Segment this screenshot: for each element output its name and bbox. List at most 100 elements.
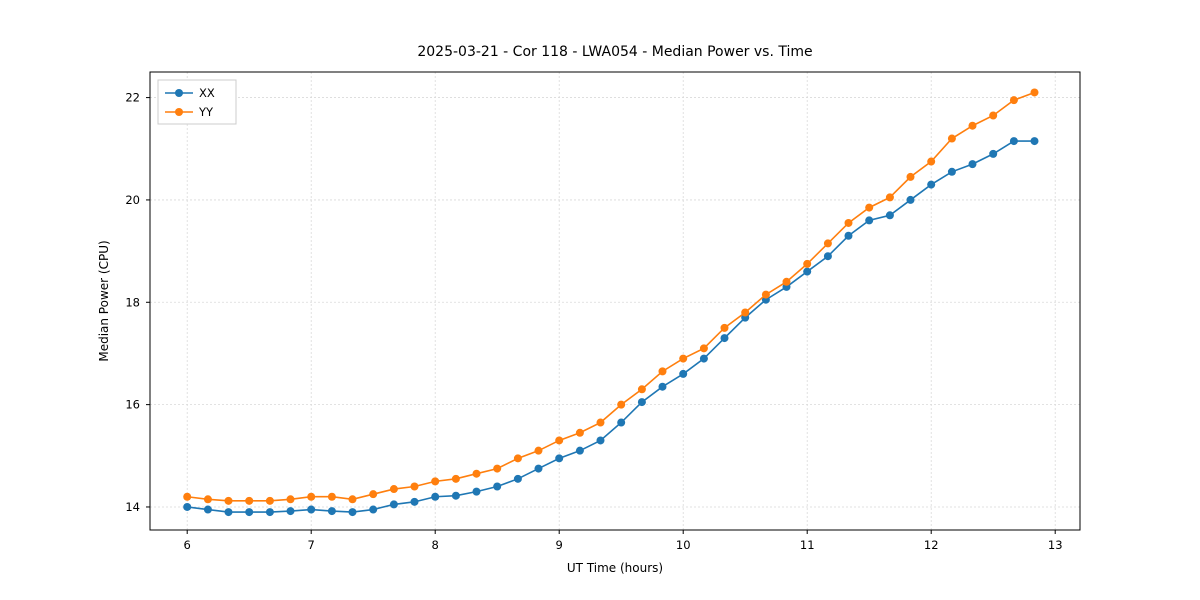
data-point-marker [389,485,398,494]
data-point-marker [617,400,626,409]
data-point-marker [431,492,440,501]
legend-label: YY [198,105,214,119]
data-point-marker [885,193,894,202]
data-point-marker [679,354,688,363]
data-point-marker [183,492,192,501]
data-point-marker [431,477,440,486]
legend-marker [175,108,183,116]
data-point-marker [493,464,502,473]
x-tick-label: 9 [556,538,563,552]
data-point-marker [348,508,357,517]
x-tick-label: 13 [1048,538,1063,552]
data-point-marker [803,267,812,276]
data-point-marker [823,239,832,248]
data-point-marker [596,418,605,427]
data-point-marker [224,508,233,517]
data-point-marker [865,216,874,225]
data-point-marker [637,385,646,394]
y-tick-label: 18 [125,295,140,309]
data-point-marker [617,418,626,427]
data-point-marker [534,464,543,473]
data-point-marker [782,277,791,286]
data-point-marker [1009,137,1018,146]
data-point-marker [1030,137,1039,146]
legend-box [157,79,237,125]
data-point-marker [286,507,295,516]
data-point-marker [203,495,212,504]
data-point-marker [803,259,812,268]
axes-frame [149,71,1081,531]
data-point-marker [555,436,564,445]
data-point-marker [927,157,936,166]
data-point-marker [906,172,915,181]
data-point-marker [286,495,295,504]
data-point-marker [699,354,708,363]
data-point-marker [885,211,894,220]
data-point-marker [679,369,688,378]
data-point-marker [534,446,543,455]
data-point-marker [348,495,357,504]
data-point-marker [472,469,481,478]
y-tick-label: 14 [125,500,140,514]
data-point-marker [947,167,956,176]
y-axis-label: Median Power (CPU) [97,240,111,362]
data-point-marker [989,149,998,158]
data-point-marker [968,160,977,169]
data-point-marker [327,492,336,501]
data-point-marker [307,505,316,514]
x-tick-label: 11 [800,538,815,552]
data-point-marker [389,500,398,509]
data-point-marker [451,474,460,483]
y-tick-label: 22 [125,91,140,105]
data-point-marker [761,290,770,299]
data-point-marker [265,508,274,517]
data-point-marker [203,505,212,514]
legend-marker [175,89,183,97]
legend: XX YY [157,79,237,125]
data-point-marker [369,490,378,499]
data-point-marker [245,508,254,517]
data-point-marker [823,252,832,261]
data-point-marker [658,382,667,391]
data-point-marker [741,308,750,317]
data-point-marker [1030,88,1039,97]
series-line-xx [187,140,1035,513]
data-point-marker [1009,96,1018,105]
data-point-marker [575,446,584,455]
data-point-marker [844,218,853,227]
data-point-marker [555,454,564,463]
series-line-yy [187,91,1035,502]
x-tick-label: 6 [184,538,191,552]
data-point-marker [472,487,481,496]
x-tick-label: 8 [432,538,439,552]
data-point-marker [183,502,192,511]
data-point-marker [224,496,233,505]
x-axis-label: UT Time (hours) [566,561,664,575]
data-point-marker [410,497,419,506]
y-tick-label: 16 [125,398,140,412]
data-point-marker [699,344,708,353]
legend-label: XX [199,86,215,100]
chart-title: 2025-03-21 - Cor 118 - LWA054 - Median P… [417,44,813,60]
data-point-marker [865,203,874,212]
data-point-marker [513,474,522,483]
data-point-marker [720,334,729,343]
data-point-marker [369,505,378,514]
y-tick-label: 20 [125,193,140,207]
x-tick-label: 7 [308,538,315,552]
data-point-marker [307,492,316,501]
data-point-marker [906,195,915,204]
data-point-marker [658,367,667,376]
data-point-marker [947,134,956,143]
x-tick-label: 12 [924,538,939,552]
data-point-marker [265,496,274,505]
data-point-marker [720,323,729,332]
data-point-marker [637,398,646,407]
data-point-marker [327,507,336,516]
data-point-marker [989,111,998,120]
data-point-marker [927,180,936,189]
data-point-marker [245,496,254,505]
data-point-marker [410,482,419,491]
